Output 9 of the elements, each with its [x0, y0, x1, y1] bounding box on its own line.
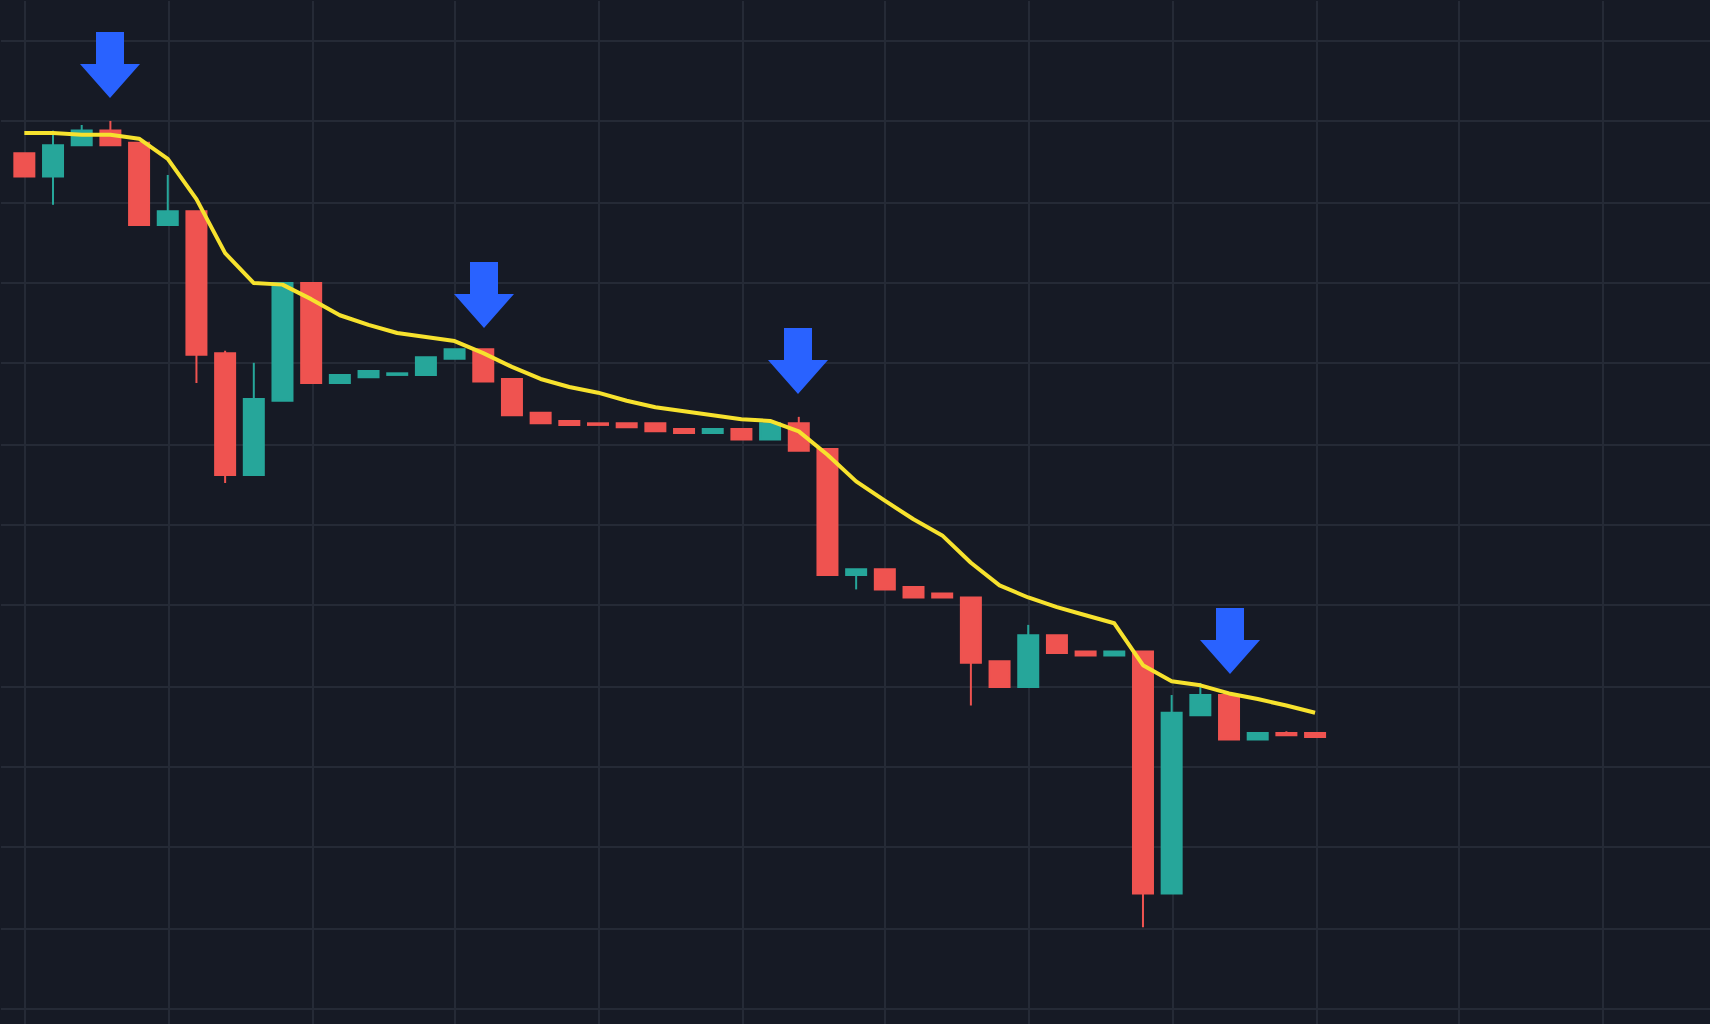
candlestick: [988, 660, 1011, 688]
candlestick: [500, 377, 523, 417]
candlestick: [156, 173, 179, 226]
candlestick: [1218, 694, 1241, 741]
candlestick: [13, 152, 36, 178]
candlestick: [1189, 681, 1212, 717]
candlestick: [845, 568, 868, 591]
candlestick: [42, 129, 65, 206]
candlestick: [873, 568, 896, 591]
